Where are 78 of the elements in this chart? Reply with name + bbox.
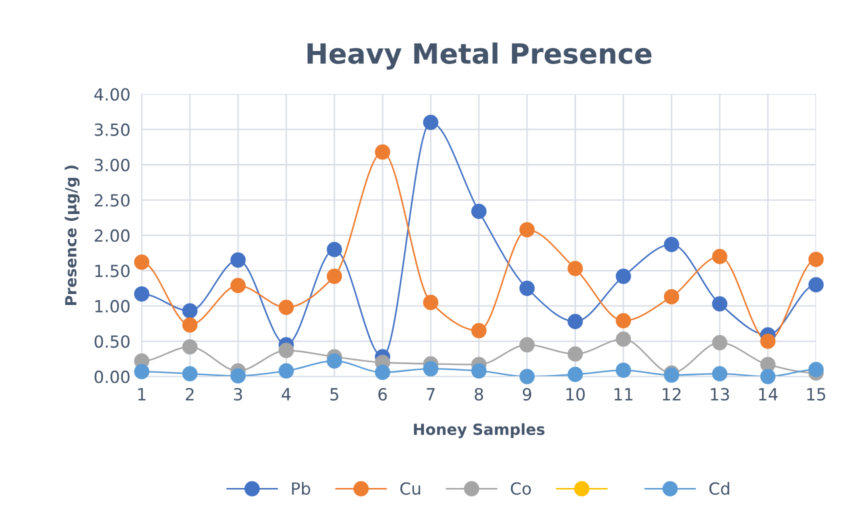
y-tick-label: 3.50 (94, 123, 130, 136)
x-tick-label: 7 (426, 388, 435, 400)
x-tick-label: 12 (662, 388, 680, 400)
point (182, 317, 198, 333)
legend-label: Co (510, 482, 531, 495)
y-tick-label: 1.50 (95, 264, 130, 278)
point (568, 260, 583, 276)
point (182, 339, 198, 355)
x-tick-label: 9 (522, 388, 532, 401)
point (616, 268, 632, 284)
point (326, 242, 342, 258)
point (326, 353, 342, 369)
point (519, 337, 535, 352)
point (808, 252, 824, 267)
point (519, 280, 535, 296)
point (616, 332, 632, 347)
x-tick-label: 14 (759, 388, 778, 400)
y-tick-label: 2.50 (94, 194, 130, 207)
point (519, 222, 535, 238)
point (374, 364, 390, 380)
legend-label: Cu (400, 482, 420, 495)
point (134, 254, 150, 270)
point (278, 363, 294, 379)
point (760, 368, 776, 384)
point (664, 236, 680, 252)
chart-title: Heavy Metal Presence (308, 42, 652, 70)
x-tick-label: 8 (474, 388, 484, 401)
y-tick-label: 0.50 (94, 335, 130, 348)
x-tick-label: 15 (807, 388, 826, 401)
x-axis-title: Honey Samples (414, 423, 544, 438)
point (519, 368, 535, 384)
x-tick-label: 13 (710, 388, 729, 401)
point (134, 286, 150, 302)
point (423, 361, 438, 376)
point (568, 346, 583, 362)
point (471, 323, 487, 338)
point (471, 363, 487, 379)
point (230, 252, 246, 268)
x-tick-label: 11 (614, 388, 632, 400)
point (278, 342, 294, 358)
y-tick-label: 2.00 (94, 229, 130, 242)
point (230, 368, 246, 384)
point (423, 114, 438, 130)
point (616, 313, 632, 328)
point (712, 366, 728, 382)
y-tick-label: 4.00 (94, 88, 130, 101)
y-tick-label: 3.00 (94, 158, 130, 172)
point (808, 362, 824, 378)
x-tick-label: 2 (186, 388, 194, 400)
point (568, 314, 583, 330)
x-tick-label: 5 (330, 388, 338, 401)
x-tick-label: 6 (378, 388, 387, 401)
legend-label: Cd (709, 482, 730, 495)
point (278, 300, 294, 316)
point (616, 362, 632, 378)
point (712, 248, 728, 264)
point (664, 289, 680, 304)
point (134, 364, 150, 380)
y-tick-label: 1.00 (95, 300, 130, 313)
legend-label: Pb (292, 482, 310, 495)
point (568, 366, 583, 382)
point (471, 204, 487, 219)
x-tick-label: 3 (234, 388, 242, 401)
point (374, 144, 390, 160)
x-tick-label: 4 (282, 388, 291, 400)
point (712, 296, 728, 312)
y-tick-label: 0.00 (94, 370, 130, 384)
point (182, 366, 198, 382)
y-axis-title: Presence (µg/g ) (64, 166, 80, 306)
x-tick-label: 1 (138, 388, 146, 400)
point (423, 294, 438, 310)
point (712, 335, 728, 350)
point (230, 278, 246, 294)
point (326, 268, 342, 284)
point (808, 277, 824, 292)
x-tick-label: 10 (566, 388, 585, 401)
point (760, 334, 776, 349)
point (182, 303, 198, 319)
